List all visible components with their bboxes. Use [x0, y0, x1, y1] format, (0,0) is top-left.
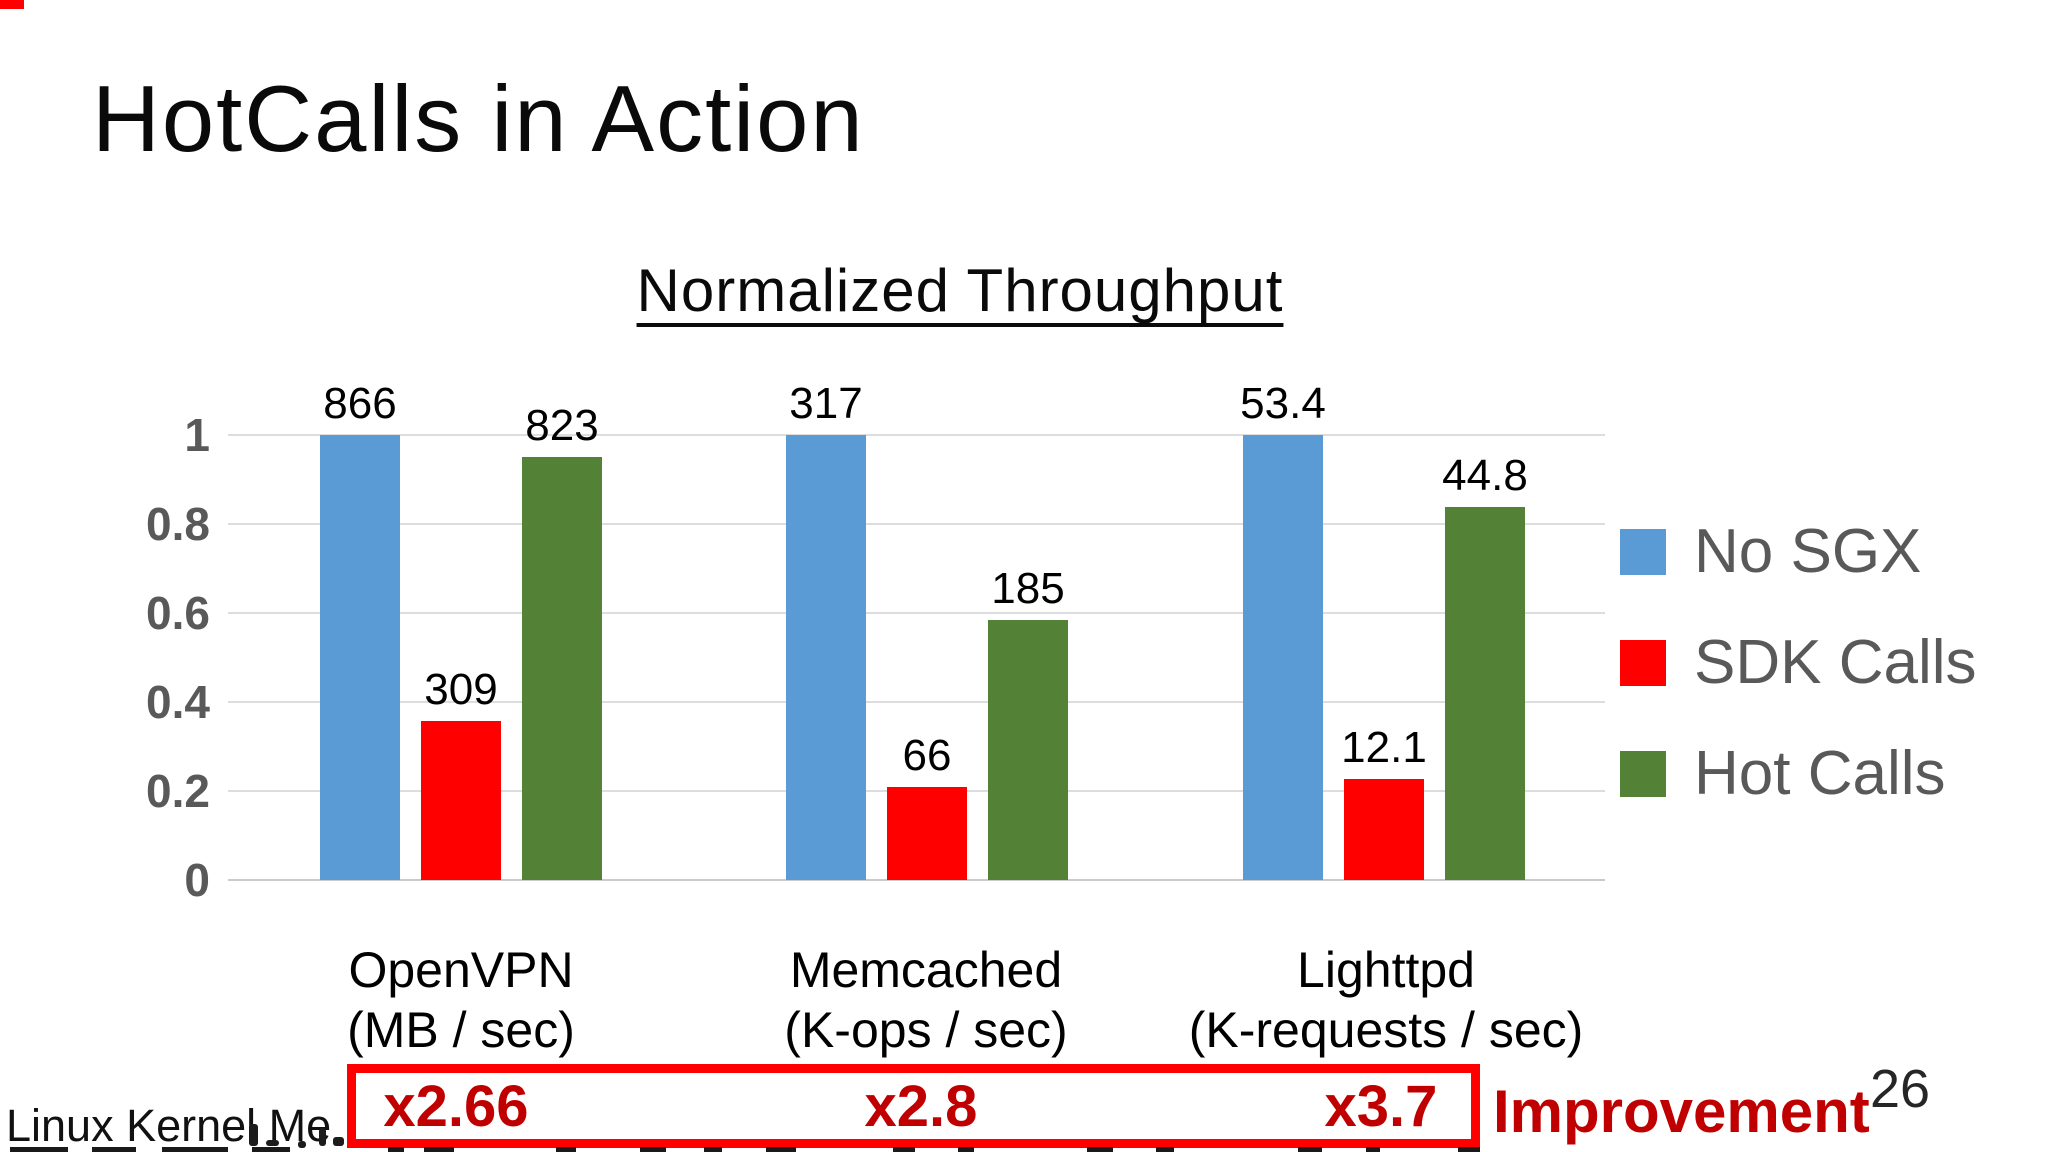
legend-item: SDK Calls — [1620, 631, 1977, 695]
clipped-text-top — [1366, 1147, 1380, 1152]
y-tick-label: 0.8 — [146, 498, 210, 550]
bar-value-label: 309 — [424, 665, 498, 714]
improvement-value: x2.66 — [383, 1074, 529, 1139]
y-tick-label: 0.4 — [146, 676, 210, 728]
category-label: OpenVPN (MB / sec) — [231, 940, 691, 1060]
clipped-text-top — [162, 1147, 228, 1152]
clipped-text-top — [10, 1147, 68, 1152]
clipped-text-top — [1298, 1147, 1322, 1152]
category-unit: (MB / sec) — [347, 1002, 575, 1058]
bar-value-label: 866 — [323, 379, 397, 428]
legend-item: No SGX — [1620, 520, 1921, 584]
bar-value-label: 317 — [789, 379, 863, 428]
footer-glyph-fragment — [266, 1140, 279, 1146]
y-tick-label: 0.2 — [146, 765, 210, 817]
bar-no-sgx — [1243, 435, 1323, 880]
clipped-text-top — [958, 1147, 974, 1152]
recording-artifact-mark — [0, 0, 24, 9]
legend-swatch — [1620, 640, 1666, 686]
category-label: Memcached (K-ops / sec) — [696, 940, 1156, 1060]
improvement-label: Improvement — [1493, 1078, 1870, 1145]
bar-value-label: 823 — [525, 401, 599, 450]
bar-no-sgx — [786, 435, 866, 880]
clipped-text-top — [1087, 1147, 1113, 1152]
page-number: 26 — [1870, 1059, 1931, 1119]
clipped-text-top — [704, 1147, 722, 1152]
y-tick-label: 0.6 — [146, 587, 210, 639]
footer-text: Linux Kernel Me — [6, 1100, 332, 1151]
improvement-value: x2.8 — [864, 1074, 978, 1139]
gridline — [228, 701, 1605, 703]
bar-sdk-calls — [887, 787, 967, 880]
improvement-highlight-box — [347, 1064, 1480, 1148]
clipped-text-top — [92, 1147, 136, 1152]
footer-glyph-fragment — [319, 1128, 326, 1146]
bar-hot-calls — [1445, 507, 1525, 880]
clipped-text-top — [388, 1147, 404, 1152]
footer-glyph-fragment — [333, 1137, 344, 1146]
slide-title: HotCalls in Action — [92, 66, 865, 171]
legend-item: Hot Calls — [1620, 742, 1946, 806]
legend-swatch — [1620, 529, 1666, 575]
chart-title-text: Normalized Throughput — [636, 257, 1284, 324]
chart-title: Normalized Throughput — [460, 256, 1460, 325]
clipped-text-top — [893, 1147, 915, 1152]
footer-glyph-fragment — [298, 1141, 306, 1148]
bar-value-label: 12.1 — [1341, 723, 1427, 772]
clipped-text-top — [766, 1147, 796, 1152]
bar-value-label: 185 — [991, 564, 1065, 613]
clipped-text-top — [1156, 1147, 1174, 1152]
legend-label: Hot Calls — [1694, 739, 1946, 808]
bar-value-label: 44.8 — [1442, 451, 1528, 500]
gridline — [228, 612, 1605, 614]
category-unit: (K-requests / sec) — [1188, 1002, 1584, 1058]
gridline — [228, 879, 1605, 881]
bar-no-sgx — [320, 435, 400, 880]
clipped-text-top — [424, 1147, 454, 1152]
chart-plot-area: 866 317 53.4 309 66 12.1 823 185 44.8 — [228, 379, 1605, 881]
gridline — [228, 434, 1605, 436]
bar-value-label: 66 — [902, 731, 952, 780]
y-tick-label: 0 — [184, 854, 210, 906]
clipped-text-top — [640, 1147, 666, 1152]
category-name: OpenVPN — [348, 942, 574, 998]
bar-hot-calls — [988, 620, 1068, 880]
bar-hot-calls — [522, 457, 602, 880]
clipped-text-top — [1458, 1147, 1480, 1152]
category-name: Memcached — [789, 942, 1063, 998]
category-label: Lighttpd (K-requests / sec) — [1156, 940, 1616, 1060]
improvement-value: x3.7 — [1324, 1074, 1438, 1139]
bar-value-label: 53.4 — [1240, 379, 1326, 428]
gridline — [228, 523, 1605, 525]
category-name: Lighttpd — [1297, 942, 1475, 998]
bar-sdk-calls — [421, 721, 501, 880]
legend-label: SDK Calls — [1694, 628, 1977, 697]
bar-sdk-calls — [1344, 779, 1424, 880]
footer-glyph-fragment — [249, 1124, 258, 1146]
category-unit: (K-ops / sec) — [784, 1002, 1068, 1058]
legend-label: No SGX — [1694, 517, 1922, 586]
clipped-text-top — [252, 1147, 290, 1152]
y-tick-label: 1 — [184, 409, 210, 461]
clipped-text-top — [556, 1147, 576, 1152]
legend-swatch — [1620, 751, 1666, 797]
